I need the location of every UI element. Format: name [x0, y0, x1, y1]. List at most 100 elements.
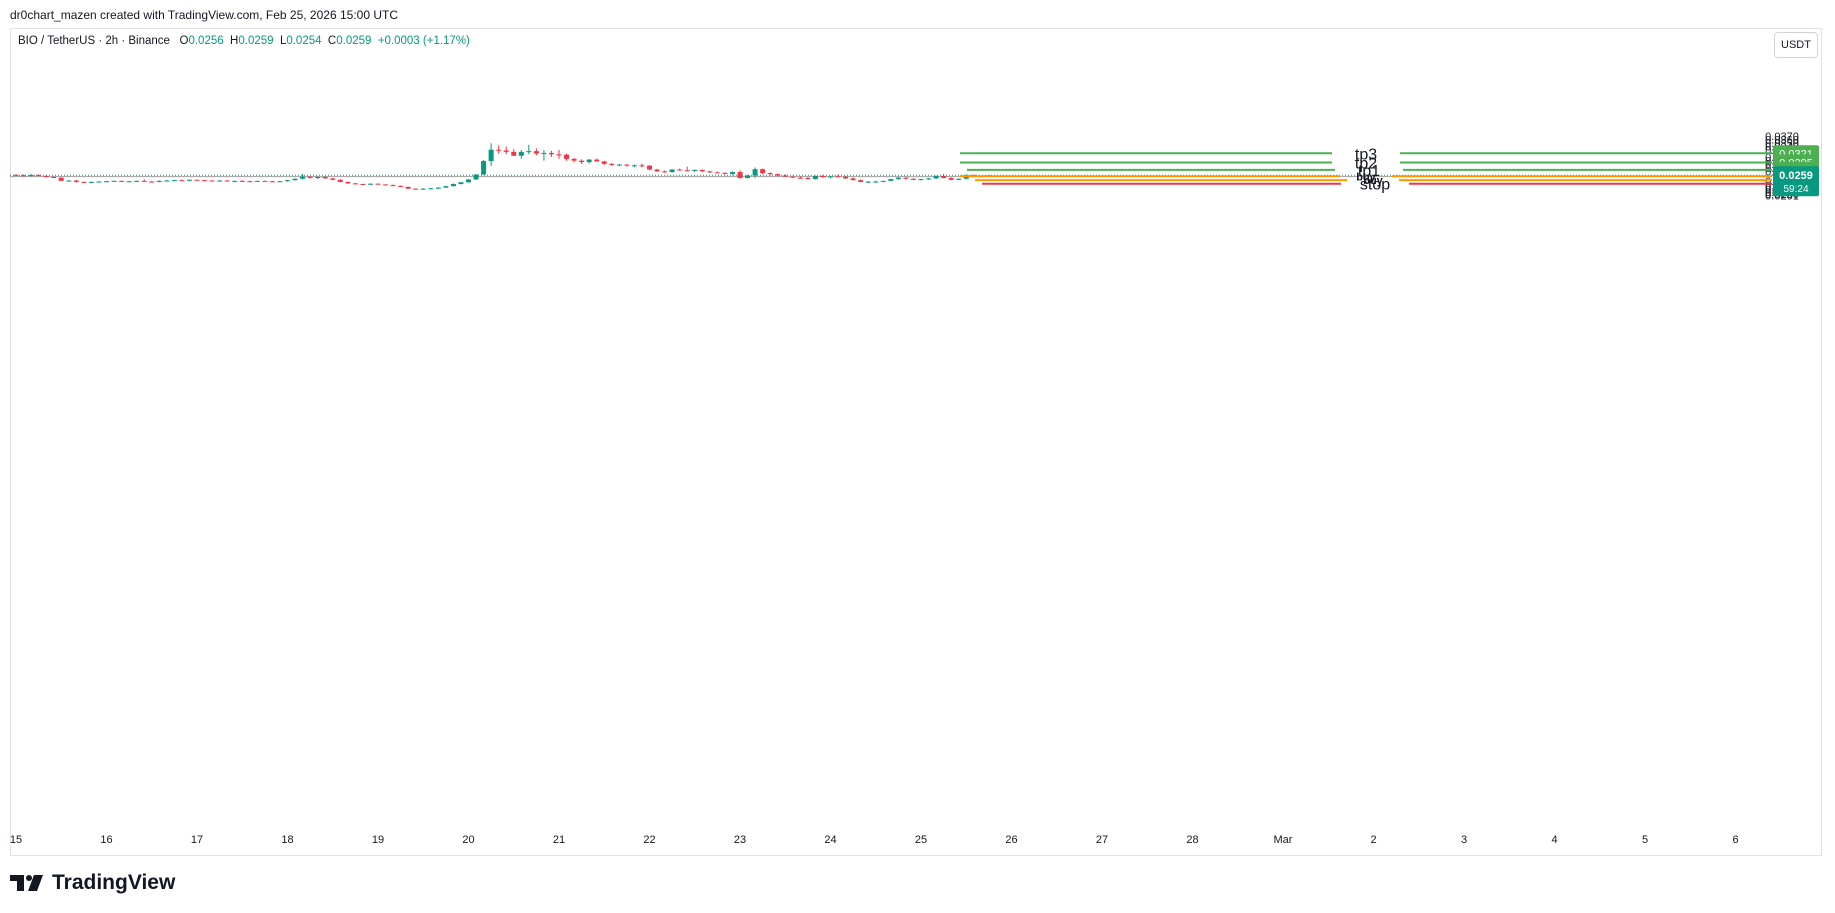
- candle-body[interactable]: [729, 172, 735, 174]
- candle-body[interactable]: [375, 183, 381, 185]
- candle-body[interactable]: [752, 169, 758, 176]
- candle-body[interactable]: [624, 164, 630, 166]
- candle-body[interactable]: [956, 178, 962, 180]
- candle-body[interactable]: [526, 151, 532, 153]
- candle-body[interactable]: [835, 176, 841, 178]
- candle-body[interactable]: [390, 185, 396, 187]
- candle-body[interactable]: [383, 184, 389, 186]
- candle-body[interactable]: [745, 175, 751, 179]
- candle-body[interactable]: [518, 151, 524, 156]
- candle-body[interactable]: [209, 180, 215, 182]
- candle-body[interactable]: [812, 175, 818, 180]
- candle-body[interactable]: [171, 180, 177, 182]
- candle-body[interactable]: [134, 180, 140, 182]
- candle-body[interactable]: [647, 165, 652, 170]
- candle-body[interactable]: [775, 174, 781, 176]
- candle-body[interactable]: [594, 159, 600, 162]
- candle-body[interactable]: [58, 177, 64, 181]
- candle-body[interactable]: [918, 179, 924, 181]
- candle-body[interactable]: [126, 181, 132, 183]
- candle-body[interactable]: [797, 177, 803, 179]
- candle-body[interactable]: [435, 187, 441, 189]
- candle-body[interactable]: [352, 183, 358, 185]
- candle-body[interactable]: [466, 179, 471, 183]
- candle-body[interactable]: [707, 171, 713, 173]
- candle-body[interactable]: [96, 181, 102, 183]
- candle-body[interactable]: [579, 160, 585, 163]
- candle-body[interactable]: [36, 174, 42, 176]
- candle-body[interactable]: [511, 151, 517, 156]
- candle-body[interactable]: [194, 179, 200, 181]
- candle-body[interactable]: [767, 173, 773, 175]
- candle-body[interactable]: [481, 161, 487, 175]
- candle-body[interactable]: [164, 180, 170, 182]
- candle-body[interactable]: [571, 158, 577, 161]
- candle-body[interactable]: [232, 180, 238, 182]
- candle-body[interactable]: [141, 180, 147, 182]
- candle-body[interactable]: [239, 180, 245, 182]
- candle-body[interactable]: [699, 169, 705, 172]
- candle-body[interactable]: [345, 181, 351, 184]
- candle-body[interactable]: [903, 177, 909, 179]
- candle-body[interactable]: [616, 164, 622, 166]
- candle-body[interactable]: [639, 165, 645, 167]
- candle-body[interactable]: [360, 184, 366, 186]
- candle-body[interactable]: [782, 175, 788, 177]
- candle-body[interactable]: [104, 181, 109, 183]
- candle-body[interactable]: [300, 176, 306, 179]
- candle-body[interactable]: [119, 180, 125, 182]
- candle-body[interactable]: [488, 149, 494, 162]
- candle-body[interactable]: [601, 161, 607, 164]
- candle-body[interactable]: [888, 179, 894, 181]
- candle-body[interactable]: [941, 175, 947, 179]
- candle-body[interactable]: [285, 180, 290, 182]
- candle-body[interactable]: [737, 172, 743, 179]
- candle-body[interactable]: [865, 181, 871, 183]
- candle-body[interactable]: [28, 174, 34, 176]
- candle-body[interactable]: [662, 171, 668, 173]
- candle-body[interactable]: [677, 169, 683, 171]
- candle-body[interactable]: [307, 176, 313, 179]
- candle-body[interactable]: [405, 186, 411, 189]
- candle-body[interactable]: [948, 178, 954, 180]
- candle-body[interactable]: [66, 180, 72, 182]
- candle-body[interactable]: [496, 149, 502, 151]
- candle-body[interactable]: [548, 152, 554, 155]
- candle-body[interactable]: [111, 180, 117, 182]
- candle-body[interactable]: [269, 181, 275, 183]
- candle-body[interactable]: [609, 163, 615, 165]
- candle-body[interactable]: [790, 176, 796, 178]
- candle-body[interactable]: [367, 183, 373, 185]
- candle-body[interactable]: [149, 181, 155, 183]
- candle-body[interactable]: [586, 159, 592, 163]
- candle-body[interactable]: [186, 179, 192, 181]
- candle-body[interactable]: [669, 169, 675, 173]
- candle-body[interactable]: [556, 154, 562, 156]
- candle-body[interactable]: [473, 174, 479, 180]
- candle-body[interactable]: [850, 178, 856, 181]
- candle-body[interactable]: [330, 178, 336, 180]
- candle-body[interactable]: [458, 182, 464, 185]
- candle-body[interactable]: [254, 180, 260, 182]
- candle-body[interactable]: [277, 181, 283, 183]
- candle-body[interactable]: [398, 185, 404, 187]
- candle-body[interactable]: [21, 175, 27, 177]
- candle-body[interactable]: [156, 180, 162, 182]
- candle-body[interactable]: [910, 178, 916, 180]
- candle-body[interactable]: [413, 188, 419, 190]
- candle-body[interactable]: [88, 181, 94, 183]
- candle-body[interactable]: [224, 180, 230, 182]
- candle-body[interactable]: [873, 181, 879, 183]
- candle-body[interactable]: [420, 188, 426, 190]
- candle-body[interactable]: [503, 150, 509, 152]
- candle-body[interactable]: [692, 169, 698, 171]
- candle-body[interactable]: [322, 176, 328, 179]
- currency-button[interactable]: USDT: [1774, 32, 1818, 58]
- candle-body[interactable]: [722, 172, 728, 174]
- tradingview-logo[interactable]: TradingView: [10, 871, 175, 895]
- candle-body[interactable]: [714, 172, 720, 174]
- candle-body[interactable]: [247, 181, 253, 183]
- candle-body[interactable]: [895, 177, 901, 180]
- candle-body[interactable]: [564, 154, 570, 159]
